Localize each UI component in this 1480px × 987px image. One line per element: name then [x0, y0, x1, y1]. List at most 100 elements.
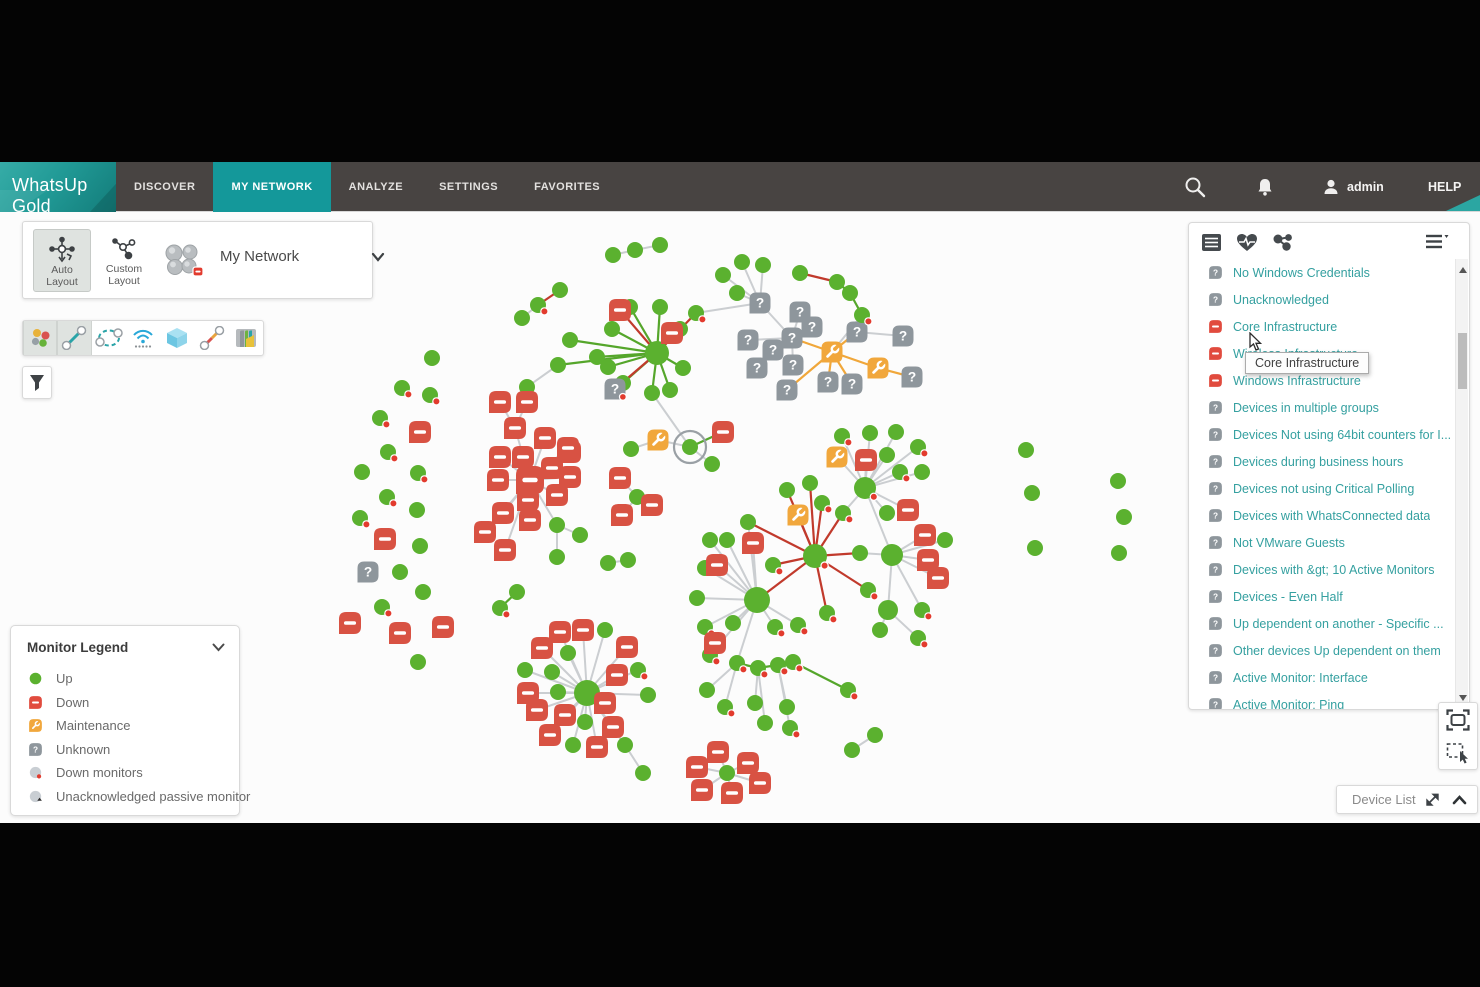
- tab-analyze[interactable]: ANALYZE: [348, 181, 404, 193]
- device-node[interactable]: [550, 357, 566, 373]
- device-node[interactable]: [742, 532, 764, 554]
- device-node[interactable]: [704, 632, 726, 654]
- device-node[interactable]: [512, 446, 534, 468]
- device-node[interactable]: [424, 350, 440, 366]
- device-node[interactable]: [879, 505, 895, 521]
- status-dots-tool[interactable]: [23, 321, 58, 355]
- device-node[interactable]: ?: [746, 357, 768, 379]
- device-node[interactable]: [494, 539, 516, 561]
- device-node[interactable]: [586, 736, 608, 758]
- device-node[interactable]: [892, 464, 911, 483]
- group-item[interactable]: ? Other devices Up dependent on them: [1189, 637, 1451, 664]
- device-node[interactable]: ?: [604, 378, 627, 401]
- device-node[interactable]: [641, 494, 663, 516]
- device-node[interactable]: [662, 382, 678, 398]
- tab-settings[interactable]: SETTINGS: [439, 181, 499, 193]
- device-node[interactable]: [609, 299, 631, 321]
- device-node[interactable]: [611, 504, 633, 526]
- device-node[interactable]: [782, 720, 801, 739]
- device-node[interactable]: [605, 247, 621, 263]
- device-node[interactable]: ?: [749, 292, 771, 314]
- device-node[interactable]: ?: [776, 379, 798, 401]
- device-node[interactable]: [623, 441, 639, 457]
- device-node[interactable]: [617, 737, 633, 753]
- device-node[interactable]: [737, 752, 759, 774]
- device-node[interactable]: [531, 637, 553, 659]
- group-item[interactable]: ? Devices with WhatsConnected data: [1189, 502, 1451, 529]
- device-node[interactable]: [755, 257, 771, 273]
- device-node[interactable]: [834, 428, 853, 447]
- device-node[interactable]: [600, 555, 616, 571]
- device-node[interactable]: [516, 466, 544, 494]
- device-node[interactable]: [560, 645, 576, 661]
- device-node[interactable]: [785, 654, 804, 673]
- fit-to-screen-icon[interactable]: [1446, 708, 1470, 731]
- device-node[interactable]: [594, 692, 616, 714]
- overlays-tool[interactable]: [229, 321, 263, 355]
- device-node[interactable]: [792, 265, 808, 281]
- device-node[interactable]: [878, 600, 898, 620]
- group-item[interactable]: ? Devices in multiple groups: [1189, 394, 1451, 421]
- device-node[interactable]: [550, 684, 566, 700]
- device-node[interactable]: [779, 482, 795, 498]
- device-node[interactable]: [572, 619, 594, 641]
- device-node[interactable]: [516, 391, 538, 413]
- device-node[interactable]: [729, 655, 748, 674]
- device-node[interactable]: [509, 584, 525, 600]
- device-node[interactable]: [339, 612, 361, 634]
- device-node[interactable]: [691, 779, 713, 801]
- tab-discover[interactable]: DISCOVER: [134, 181, 196, 193]
- device-node[interactable]: [572, 527, 588, 543]
- device-node[interactable]: [352, 510, 371, 529]
- device-node[interactable]: [640, 687, 656, 703]
- device-node[interactable]: [914, 524, 936, 546]
- device-node[interactable]: [372, 410, 391, 429]
- device-node[interactable]: [802, 475, 818, 491]
- device-list-bar[interactable]: Device List: [1336, 785, 1478, 814]
- device-node[interactable]: [557, 437, 579, 459]
- group-item[interactable]: ? Devices during business hours: [1189, 448, 1451, 475]
- group-item[interactable]: ? Not VMware Guests: [1189, 529, 1451, 556]
- device-node[interactable]: [415, 584, 431, 600]
- expand-icon[interactable]: [1425, 792, 1440, 807]
- device-node[interactable]: [721, 782, 743, 804]
- network-selector-label[interactable]: My Network: [220, 248, 300, 265]
- device-node[interactable]: ?: [817, 371, 839, 393]
- device-node[interactable]: [627, 242, 643, 258]
- device-node[interactable]: [1111, 545, 1127, 561]
- device-node[interactable]: [867, 727, 883, 743]
- device-node[interactable]: [840, 682, 859, 701]
- device-node[interactable]: [917, 549, 939, 571]
- device-node[interactable]: [765, 557, 784, 576]
- device-node[interactable]: ?: [892, 325, 914, 347]
- device-node[interactable]: [855, 449, 877, 471]
- tab-favorites[interactable]: FAVORITES: [534, 181, 601, 193]
- device-node[interactable]: [787, 504, 809, 526]
- legend-collapse-chevron-icon[interactable]: [212, 643, 225, 652]
- device-node[interactable]: [725, 615, 741, 631]
- device-node[interactable]: [881, 544, 903, 566]
- device-node[interactable]: [519, 379, 535, 395]
- device-node[interactable]: [1110, 473, 1126, 489]
- device-node[interactable]: [600, 359, 616, 375]
- device-node[interactable]: [565, 737, 581, 753]
- device-node[interactable]: ?: [841, 373, 863, 395]
- device-node[interactable]: [675, 360, 691, 376]
- device-node[interactable]: [606, 664, 628, 686]
- device-node[interactable]: [514, 310, 530, 326]
- device-node[interactable]: [835, 505, 854, 524]
- device-node[interactable]: [530, 297, 549, 316]
- device-node[interactable]: [699, 682, 715, 698]
- device-node[interactable]: [604, 321, 620, 337]
- device-node[interactable]: [432, 616, 454, 638]
- group-item[interactable]: ? Unacknowledged: [1189, 286, 1451, 313]
- device-node[interactable]: [489, 391, 511, 413]
- device-node[interactable]: [562, 332, 578, 348]
- device-node[interactable]: [635, 765, 651, 781]
- tab-my-network[interactable]: MY NETWORK: [213, 162, 331, 212]
- device-node[interactable]: [712, 421, 734, 443]
- list-view-icon[interactable]: [1201, 233, 1222, 252]
- device-node[interactable]: [554, 704, 576, 726]
- group-item[interactable]: Core Infrastructure: [1189, 313, 1451, 340]
- device-node[interactable]: [879, 447, 895, 463]
